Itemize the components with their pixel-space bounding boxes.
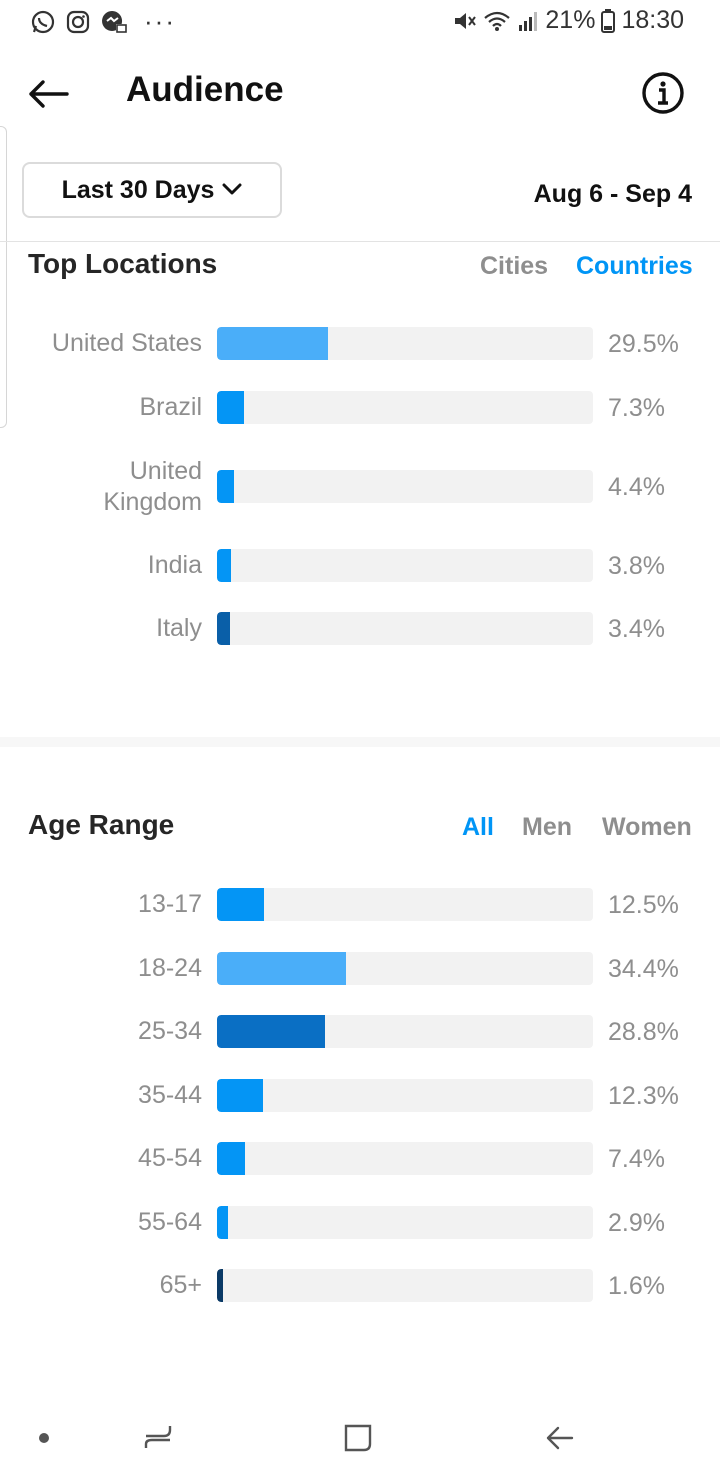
tab-women[interactable]: Women bbox=[602, 813, 692, 841]
tab-men[interactable]: Men bbox=[522, 813, 572, 841]
status-right: 21% 18:30 bbox=[453, 6, 684, 35]
chevron-down-icon bbox=[222, 183, 242, 195]
whatsapp-icon bbox=[30, 9, 56, 35]
location-percent: 3.8% bbox=[608, 552, 665, 580]
age-percent: 12.3% bbox=[608, 1082, 679, 1110]
age-label: 65+ bbox=[159, 1271, 202, 1299]
bar-fill bbox=[217, 888, 264, 921]
battery-percent: 21% bbox=[545, 6, 596, 34]
dot-icon bbox=[39, 1433, 49, 1443]
location-percent: 3.4% bbox=[608, 615, 665, 643]
signal-icon bbox=[517, 10, 539, 32]
section-separator bbox=[0, 737, 720, 747]
age-range-title: Age Range bbox=[28, 809, 175, 840]
bar-fill bbox=[217, 549, 232, 582]
back-nav-button[interactable] bbox=[538, 1418, 582, 1458]
bar-track bbox=[217, 391, 593, 424]
bar-track bbox=[217, 952, 593, 985]
age-percent: 7.4% bbox=[608, 1145, 665, 1173]
battery-icon bbox=[601, 8, 616, 33]
bar-track bbox=[217, 549, 593, 582]
divider bbox=[0, 241, 720, 242]
age-label: 25-34 bbox=[138, 1017, 202, 1045]
age-percent: 2.9% bbox=[608, 1209, 665, 1237]
tab-countries[interactable]: Countries bbox=[576, 252, 693, 280]
bar-fill bbox=[217, 612, 230, 645]
bar-track bbox=[217, 1079, 593, 1112]
age-label: 18-24 bbox=[138, 954, 202, 982]
bar-track bbox=[217, 612, 593, 645]
bar-track bbox=[217, 1142, 593, 1175]
bar-fill bbox=[217, 391, 245, 424]
bar-fill bbox=[217, 1269, 224, 1302]
location-label: United Kingdom bbox=[103, 457, 202, 516]
location-percent: 4.4% bbox=[608, 473, 665, 501]
back-nav-icon bbox=[546, 1426, 574, 1450]
bar-track bbox=[217, 1015, 593, 1048]
date-range: Aug 6 - Sep 4 bbox=[533, 180, 692, 208]
bar-track bbox=[217, 888, 593, 921]
home-icon bbox=[344, 1424, 372, 1452]
bar-fill bbox=[217, 1079, 264, 1112]
period-dropdown[interactable]: Last 30 Days bbox=[22, 162, 282, 218]
location-percent: 29.5% bbox=[608, 330, 679, 358]
age-percent: 1.6% bbox=[608, 1272, 665, 1300]
period-label: Last 30 Days bbox=[61, 175, 215, 204]
age-label: 55-64 bbox=[138, 1208, 202, 1236]
age-label: 45-54 bbox=[138, 1144, 202, 1172]
bar-track bbox=[217, 1269, 593, 1302]
location-label: Italy bbox=[156, 614, 202, 642]
home-button[interactable] bbox=[336, 1418, 380, 1458]
bar-fill bbox=[217, 1142, 245, 1175]
system-nav-bar bbox=[0, 1396, 720, 1480]
age-label: 35-44 bbox=[138, 1081, 202, 1109]
nav-dot[interactable] bbox=[22, 1418, 66, 1458]
more-dots-icon: ··· bbox=[144, 6, 176, 36]
top-locations-title: Top Locations bbox=[28, 248, 218, 279]
info-button[interactable] bbox=[640, 70, 686, 116]
location-label: India bbox=[147, 551, 202, 579]
recents-icon bbox=[144, 1426, 172, 1448]
age-percent: 12.5% bbox=[608, 891, 679, 919]
instagram-icon bbox=[66, 10, 90, 34]
edge-panel-handle[interactable] bbox=[0, 126, 7, 428]
bar-track bbox=[217, 327, 593, 360]
bar-fill bbox=[217, 327, 328, 360]
clock: 18:30 bbox=[621, 6, 684, 34]
location-percent: 7.3% bbox=[608, 394, 665, 422]
age-percent: 28.8% bbox=[608, 1018, 679, 1046]
back-button[interactable] bbox=[26, 72, 70, 116]
tab-cities[interactable]: Cities bbox=[480, 252, 549, 280]
bar-fill bbox=[217, 470, 234, 503]
recents-button[interactable] bbox=[136, 1418, 180, 1458]
age-label: 13-17 bbox=[138, 890, 202, 918]
messenger-icon bbox=[100, 9, 128, 35]
page-title: Audience bbox=[126, 70, 284, 109]
info-icon bbox=[642, 72, 684, 114]
bar-fill bbox=[217, 1206, 228, 1239]
location-label: United States bbox=[51, 329, 202, 357]
bar-track bbox=[217, 1206, 593, 1239]
header: Audience bbox=[0, 50, 720, 136]
location-label: Brazil bbox=[139, 393, 202, 421]
mute-icon bbox=[453, 10, 477, 32]
bar-fill bbox=[217, 952, 347, 985]
status-left: ··· bbox=[30, 6, 176, 37]
arrow-left-icon bbox=[29, 80, 69, 108]
bar-track bbox=[217, 470, 593, 503]
wifi-icon bbox=[483, 10, 511, 32]
age-percent: 34.4% bbox=[608, 955, 679, 983]
bar-fill bbox=[217, 1015, 326, 1048]
tab-all[interactable]: All bbox=[462, 813, 494, 841]
status-bar: ··· 21% 18:30 bbox=[0, 0, 720, 44]
